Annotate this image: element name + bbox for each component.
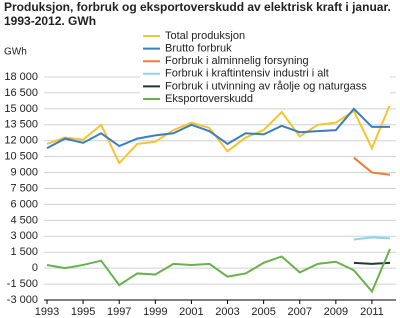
legend-box — [140, 30, 390, 106]
y-tick-label: 0 — [32, 262, 38, 274]
y-tick-label: 1 500 — [10, 246, 38, 258]
y-tick-label: 13 500 — [4, 119, 38, 131]
series-line — [46, 104, 391, 165]
y-tick-label: -3 000 — [7, 294, 38, 306]
y-tick-label: 6 000 — [10, 198, 38, 210]
legend-label: Forbruk i alminnelig forsyning — [165, 55, 309, 67]
y-tick-label: 7 500 — [10, 182, 38, 194]
y-tick-label: 18 000 — [4, 71, 38, 83]
y-tick-label: -1 500 — [7, 278, 38, 290]
y-tick-label: 15 000 — [4, 103, 38, 115]
x-tick-label: 2005 — [251, 306, 275, 318]
x-tick-label: 2011 — [360, 306, 384, 318]
y-tick-label: 16 500 — [4, 87, 38, 99]
legend-label: Eksportoverskudd — [165, 93, 253, 105]
y-tick-label: 9 000 — [10, 166, 38, 178]
y-axis-label: GWh — [4, 47, 27, 58]
y-tick-label: 4 500 — [10, 214, 38, 226]
legend-label: Forbruk i kraftintensiv industri i alt — [165, 68, 329, 80]
x-tick-label: 2009 — [324, 306, 348, 318]
series-line — [353, 236, 391, 241]
y-tick-label: 10 500 — [4, 151, 38, 163]
x-tick-label: 1993 — [35, 306, 59, 318]
chart-title: Produksjon, forbruk og eksportoverskudd … — [4, 0, 391, 14]
series-line — [46, 248, 391, 294]
series-line — [353, 156, 391, 176]
x-tick-label: 1997 — [107, 306, 131, 318]
x-tick-label: 2007 — [287, 306, 311, 318]
series-line — [46, 107, 390, 150]
y-tick-label: 3 000 — [10, 230, 38, 242]
legend-label: Total produksjon — [165, 30, 245, 42]
legend-label: Brutto forbruk — [165, 43, 232, 55]
x-tick-label: 1999 — [143, 306, 167, 318]
x-tick-label: 2003 — [215, 306, 239, 318]
chart-subtitle: 1993-2012. GWh — [4, 14, 96, 28]
y-tick-label: 12 000 — [4, 135, 38, 147]
x-tick-label: 2001 — [179, 306, 203, 318]
legend-label: Forbruk i utvinning av råolje og naturga… — [165, 80, 367, 92]
x-tick-label: 1995 — [71, 306, 95, 318]
